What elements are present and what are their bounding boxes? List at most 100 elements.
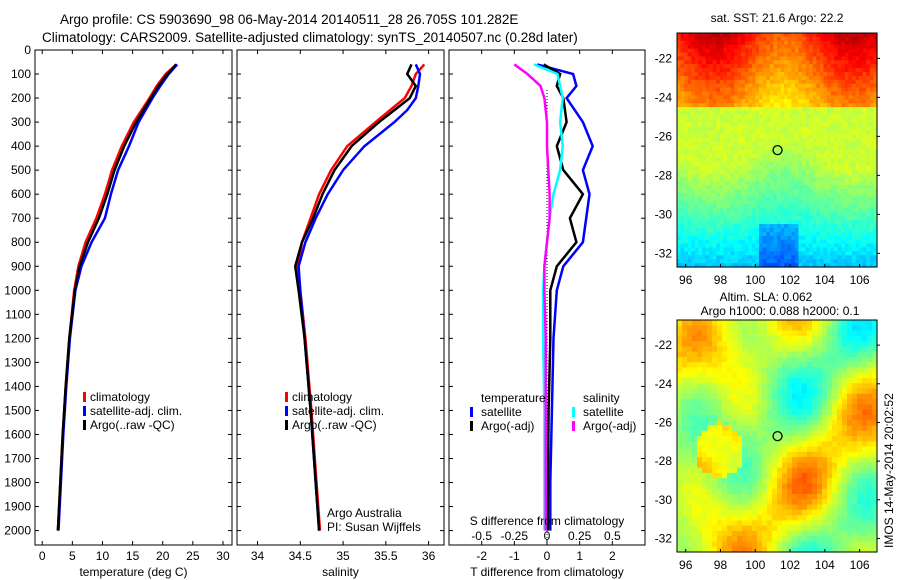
map-cell — [744, 60, 750, 65]
map-cell — [834, 103, 839, 108]
map-cell — [784, 157, 789, 163]
map-cell — [780, 83, 785, 89]
map-cell — [677, 208, 682, 213]
map-cell — [872, 335, 878, 342]
map-cell — [727, 383, 733, 390]
map-cell — [752, 478, 758, 485]
map-cell — [755, 111, 760, 116]
map-cell — [782, 420, 788, 427]
map-cell — [827, 231, 832, 237]
map-cell — [852, 150, 857, 155]
map-cell — [809, 44, 814, 50]
map-cell — [827, 235, 832, 241]
map-cell — [732, 393, 738, 400]
map-cell — [762, 44, 767, 50]
map-cell — [847, 367, 853, 374]
map-cell — [841, 118, 846, 124]
map-cell — [827, 488, 833, 495]
map-cell — [766, 138, 771, 143]
map-cell — [852, 483, 858, 490]
y-tick-label: 1100 — [5, 307, 31, 321]
map-cell — [780, 235, 785, 241]
map-cell — [859, 87, 864, 93]
map-cell — [798, 157, 803, 163]
map-cell — [677, 48, 682, 54]
map-cell — [777, 441, 783, 448]
map-cell — [755, 220, 760, 225]
map-cell — [807, 478, 813, 485]
map-cell — [847, 330, 853, 337]
map-cell — [727, 177, 732, 182]
map-cell — [709, 56, 714, 61]
map-cell — [727, 228, 732, 233]
map-cell — [762, 157, 767, 163]
map-cell — [702, 356, 708, 363]
map-cell — [842, 425, 848, 432]
map-cell — [730, 134, 735, 139]
map-cell — [727, 91, 732, 96]
map-cell — [712, 33, 717, 38]
map-cell — [787, 251, 792, 256]
map-cell — [780, 91, 785, 96]
map-cell — [823, 153, 828, 159]
map-cell — [705, 231, 710, 237]
map-cell — [873, 208, 878, 213]
map-cell — [862, 208, 867, 213]
map-cell — [794, 150, 800, 155]
map-cell — [727, 388, 733, 395]
map-cell — [791, 192, 796, 198]
map-cell — [712, 204, 717, 210]
map-cell — [766, 204, 771, 210]
map-cell — [827, 457, 833, 463]
map-cell — [741, 224, 746, 229]
map-cell — [762, 33, 767, 38]
map-cell — [705, 224, 710, 229]
map-cell — [797, 457, 803, 463]
map-cell — [682, 341, 688, 347]
map-cell — [812, 91, 817, 96]
map-cell — [709, 114, 714, 120]
map-cell — [866, 185, 871, 190]
map-cell — [680, 72, 685, 77]
map-cell — [680, 157, 685, 163]
map-cell — [866, 48, 871, 54]
map-cell — [784, 189, 789, 194]
map-cell — [773, 255, 778, 260]
map-cell — [691, 95, 696, 100]
map-cell — [682, 383, 688, 390]
map-cell — [697, 351, 703, 358]
map-cell — [794, 259, 800, 264]
map-cell — [867, 483, 873, 490]
map-cell — [719, 251, 725, 256]
y-tick-label: -32 — [655, 246, 673, 260]
map-cell — [867, 330, 873, 337]
map-cell — [827, 425, 833, 432]
map-cell — [752, 425, 758, 432]
map-cell — [827, 91, 832, 96]
map-cell — [741, 44, 746, 50]
map-cell — [712, 95, 717, 100]
legend-title-salinity: salinity — [583, 391, 620, 405]
map-cell — [817, 430, 823, 437]
map-cell — [805, 111, 810, 116]
map-cell — [844, 150, 850, 155]
map-cell — [792, 399, 798, 405]
map-cell — [717, 425, 723, 432]
map-cell — [869, 243, 875, 249]
map-cell — [691, 118, 696, 124]
map-cell — [737, 441, 743, 448]
map-cell — [823, 208, 828, 213]
map-cell — [744, 200, 750, 206]
map-cell — [737, 56, 742, 61]
map-cell — [837, 138, 842, 143]
map-cell — [716, 87, 721, 93]
map-cell — [777, 451, 783, 458]
map-cell — [830, 114, 835, 120]
x-tick-label: 35 — [336, 549, 350, 563]
map-cell — [705, 157, 710, 163]
map-cell — [866, 239, 871, 245]
map-cell — [805, 75, 810, 81]
map-cell — [869, 83, 875, 89]
map-cell — [819, 33, 825, 38]
map-cell — [872, 399, 878, 405]
